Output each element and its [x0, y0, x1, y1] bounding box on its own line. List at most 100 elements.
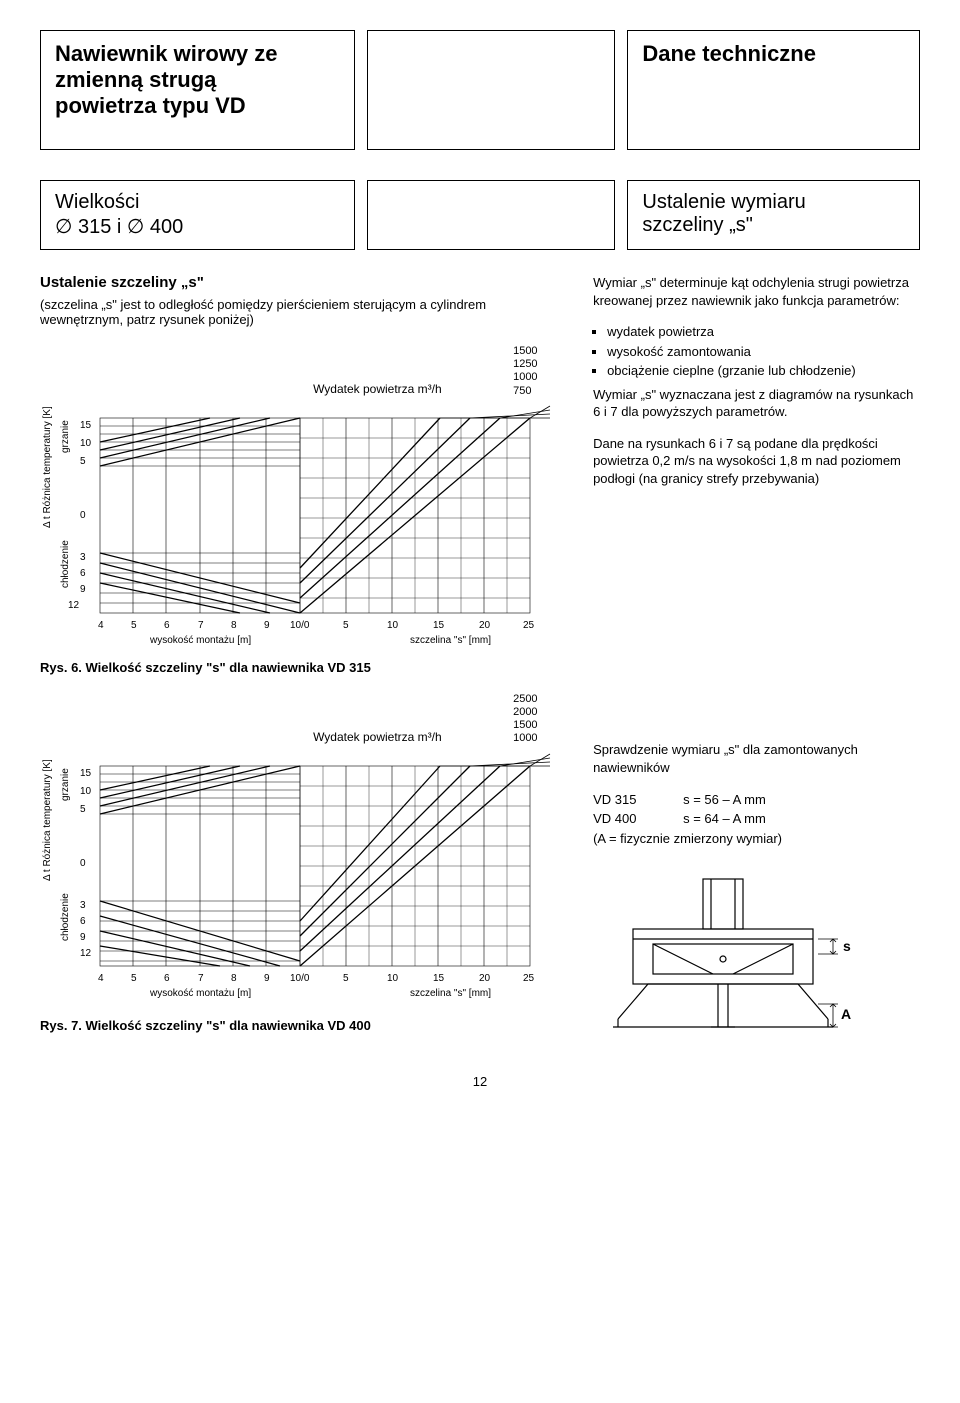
- cross-section-diagram: s A: [593, 869, 853, 1049]
- svg-text:20: 20: [479, 620, 491, 631]
- chart1-xright-label: szczelina "s" [mm]: [410, 635, 491, 646]
- check-table: VD 315s = 56 – A mm VD 400s = 64 – A mm …: [593, 791, 920, 848]
- left-intro-title: Ustalenie szczeliny „s": [40, 274, 563, 291]
- left-intro-desc: (szczelina „s" jest to odległość pomiędz…: [40, 297, 563, 327]
- svg-text:4: 4: [98, 973, 104, 984]
- check-r1a: VD 315: [593, 791, 683, 809]
- chart2-svg: Δ t Różnica temperatury [K] grzanie chło…: [40, 746, 560, 1016]
- right-intro-p2: Wymiar „s" wyznaczana jest z diagramów n…: [593, 386, 920, 421]
- sub-left-box: Wielkości ∅ 315 i ∅ 400: [40, 180, 355, 250]
- chart1-xaxis-ticks: 45678910/0 510152025: [98, 620, 535, 631]
- chart1-ht0: 15: [80, 420, 92, 431]
- header-mid-box: [367, 30, 616, 150]
- header-left: Nawiewnik wirowy ze zmienną strugą powie…: [55, 41, 340, 119]
- chart2-flow-v1: 2000: [513, 706, 563, 719]
- svg-text:10: 10: [387, 620, 399, 631]
- sub-left-l1: Wielkości: [55, 191, 139, 213]
- bullet-1: wysokość zamontowania: [607, 343, 920, 361]
- chart1-zero: 0: [80, 510, 86, 521]
- chart2-flow-label: Wydatek powietrza m³/h: [313, 730, 513, 744]
- svg-text:8: 8: [231, 620, 237, 631]
- right-intro-p1: Wymiar „s" determinuje kąt odchylenia st…: [593, 274, 920, 309]
- svg-text:5: 5: [131, 973, 137, 984]
- chart1-ct1: 6: [80, 568, 86, 579]
- svg-text:6: 6: [164, 973, 170, 984]
- svg-text:5: 5: [80, 804, 86, 815]
- chart1-ct0: 3: [80, 552, 86, 563]
- sub-left-l2: ∅ 315 i ∅ 400: [55, 216, 183, 238]
- chart2-caption: Rys. 7. Wielkość szczeliny "s" dla nawie…: [40, 1018, 563, 1033]
- header-left-box: Nawiewnik wirowy ze zmienną strugą powie…: [40, 30, 355, 150]
- svg-text:5: 5: [343, 973, 349, 984]
- check-r2b: s = 64 – A mm: [683, 810, 766, 828]
- chart2-leader-lines: [440, 754, 550, 766]
- content-left: Ustalenie szczeliny „s" (szczelina „s" j…: [40, 274, 563, 1054]
- dim-s: [818, 939, 838, 954]
- chart1-svg: Δ t Różnica temperatury [K] grzanie chło…: [40, 398, 560, 658]
- svg-text:15: 15: [80, 768, 92, 779]
- dim-a-label: A: [841, 1006, 851, 1022]
- chart1-flow-v1: 1250: [513, 358, 563, 371]
- svg-text:10/0: 10/0: [290, 620, 310, 631]
- header-left-l1: Nawiewnik wirowy ze: [55, 41, 278, 66]
- sub-left: Wielkości ∅ 315 i ∅ 400: [55, 191, 340, 239]
- check-r1b: s = 56 – A mm: [683, 791, 766, 809]
- chart2-heating-label: grzanie: [60, 767, 71, 800]
- chart1-xleft-label: wysokość montażu [m]: [149, 635, 251, 646]
- sub-right-l1: Ustalenie wymiaru: [642, 191, 805, 213]
- svg-text:25: 25: [523, 620, 535, 631]
- chart1-ht1: 10: [80, 438, 92, 449]
- chart1-flow-label: Wydatek powietrza m³/h: [313, 382, 513, 396]
- svg-text:5: 5: [131, 620, 137, 631]
- bullet-2: obciążenie cieplne (grzanie lub chłodzen…: [607, 362, 920, 380]
- header-boxes: Nawiewnik wirowy ze zmienną strugą powie…: [40, 30, 920, 150]
- svg-text:3: 3: [80, 900, 86, 911]
- chart2-flow-v2: 1500: [513, 719, 563, 732]
- header-left-l3: powietrza typu VD: [55, 93, 246, 118]
- svg-text:9: 9: [80, 932, 86, 943]
- svg-text:5: 5: [343, 620, 349, 631]
- chart1-ct2: 9: [80, 584, 86, 595]
- svg-text:6: 6: [164, 620, 170, 631]
- chart1-ht2: 5: [80, 456, 86, 467]
- check-note: (A = fizycznie zmierzony wymiar): [593, 830, 920, 848]
- chart2-flow-v0: 2500: [513, 693, 563, 706]
- header-left-l2: zmienną strugą: [55, 67, 216, 92]
- chart2-flow-v3: 1000: [513, 732, 563, 745]
- svg-text:9: 9: [264, 620, 270, 631]
- chart2-yaxis-label: Δ t Różnica temperatury [K]: [42, 759, 53, 881]
- check-r2a: VD 400: [593, 810, 683, 828]
- chart1-ct3: 12: [68, 600, 80, 611]
- svg-text:15: 15: [433, 973, 445, 984]
- svg-text:10/0: 10/0: [290, 973, 310, 984]
- chart1-grid-right: [300, 418, 530, 613]
- sub-right: Ustalenie wymiaru szczeliny „s": [642, 191, 905, 237]
- chart1-block: Wydatek powietrza m³/h 1500 1250 1000 75…: [40, 345, 563, 675]
- svg-text:10: 10: [80, 786, 92, 797]
- chart2-grid-left: [100, 766, 300, 966]
- svg-text:12: 12: [80, 948, 92, 959]
- chart1-caption: Rys. 6. Wielkość szczeliny "s" dla nawie…: [40, 660, 563, 675]
- chart2-cooling-label: chłodzenie: [60, 892, 71, 940]
- svg-text:8: 8: [231, 973, 237, 984]
- chart1-yaxis-label: Δ t Różnica temperatury [K]: [42, 406, 53, 528]
- content-right: Wymiar „s" determinuje kąt odchylenia st…: [593, 274, 920, 1054]
- bullet-0: wydatek powietrza: [607, 323, 920, 341]
- svg-text:20: 20: [479, 973, 491, 984]
- chart1-flow-v0: 1500: [513, 345, 563, 358]
- svg-text:7: 7: [198, 620, 204, 631]
- sub-right-box: Ustalenie wymiaru szczeliny „s": [627, 180, 920, 250]
- header-right: Dane techniczne: [642, 41, 905, 67]
- svg-text:0: 0: [80, 858, 86, 869]
- content-row: Ustalenie szczeliny „s" (szczelina „s" j…: [40, 274, 920, 1054]
- svg-text:9: 9: [264, 973, 270, 984]
- svg-text:10: 10: [387, 973, 399, 984]
- svg-text:7: 7: [198, 973, 204, 984]
- chart1-flow-v2: 1000: [513, 371, 563, 384]
- svg-text:25: 25: [523, 973, 535, 984]
- svg-text:15: 15: [433, 620, 445, 631]
- page-number: 12: [40, 1074, 920, 1089]
- right-intro-bullets: wydatek powietrza wysokość zamontowania …: [607, 323, 920, 380]
- chart2-xaxis-ticks: 4 5 6 7 8 9 10/0 5 10 15 20 25: [98, 973, 535, 984]
- chart2-xright-label: szczelina "s" [mm]: [410, 988, 491, 999]
